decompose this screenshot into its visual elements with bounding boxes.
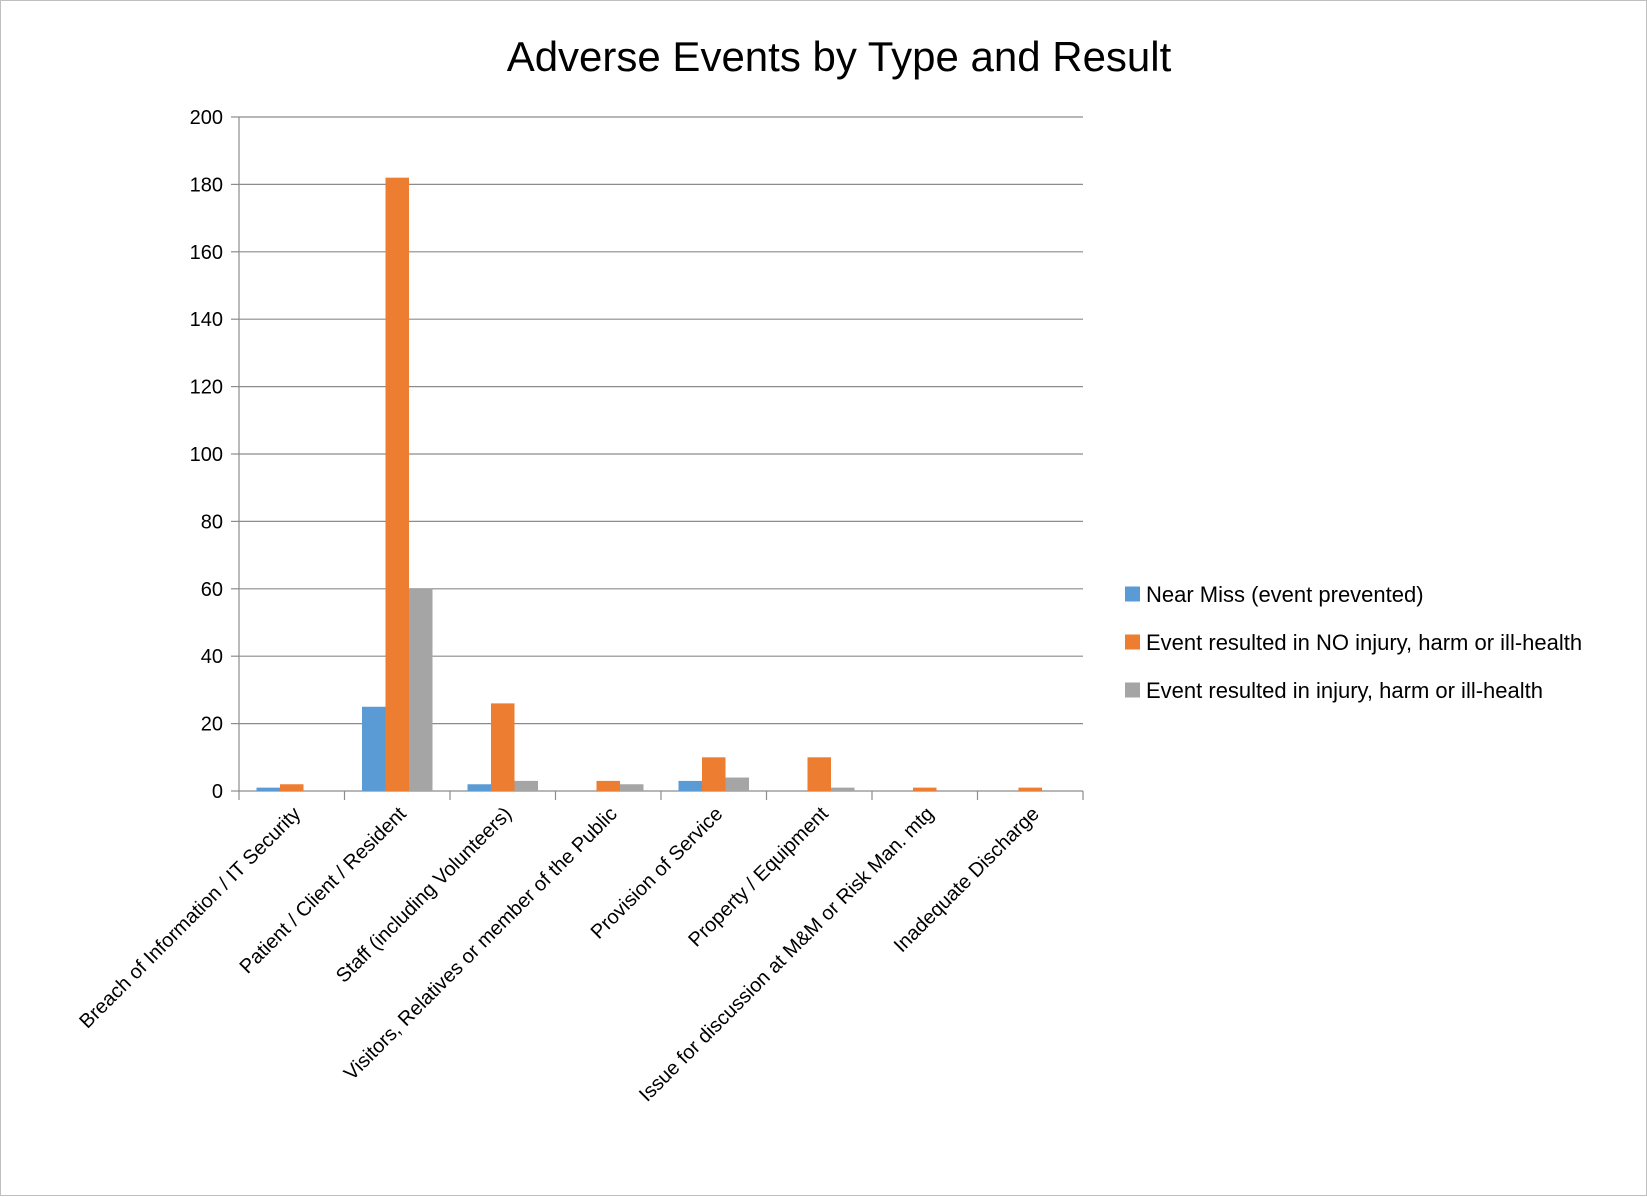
legend-swatch	[1125, 682, 1140, 698]
bar-injury	[725, 777, 749, 791]
y-tick-label: 100	[190, 444, 223, 466]
legend-label: Event resulted in injury, harm or ill-he…	[1146, 678, 1543, 703]
y-tick-label: 80	[201, 511, 223, 533]
y-tick-label: 180	[190, 174, 223, 196]
x-category-label: Patient / Client / Resident	[236, 803, 411, 978]
bar-near-miss	[678, 780, 702, 791]
legend: Near Miss (event prevented) Event resulte…	[1125, 582, 1582, 703]
y-tick-label: 200	[190, 107, 223, 129]
y-tick-labels: 0 20 40 60 80 100 120 140 160 180 200	[190, 107, 223, 803]
bar-near-miss	[467, 784, 491, 791]
legend-label: Event resulted in NO injury, harm or ill…	[1146, 630, 1582, 655]
bar-injury	[831, 787, 855, 791]
legend-label: Near Miss (event prevented)	[1146, 582, 1424, 607]
bar-no-injury	[913, 787, 937, 791]
bar-near-miss	[362, 706, 386, 791]
legend-swatch	[1125, 634, 1140, 650]
y-tick-label: 40	[201, 646, 223, 668]
legend-swatch	[1125, 586, 1140, 602]
bars	[256, 177, 1042, 791]
chart-title: Adverse Events by Type and Result	[507, 33, 1172, 80]
gridlines	[239, 116, 1083, 725]
bar-injury	[620, 784, 644, 791]
bar-near-miss	[256, 787, 280, 791]
y-tick-label: 60	[201, 579, 223, 601]
x-tick-labels: Breach of Information / IT SecurityPatie…	[75, 803, 1043, 1107]
x-category-label: Breach of Information / IT Security	[75, 803, 305, 1033]
axes	[231, 116, 1084, 800]
bar-no-injury	[807, 757, 831, 791]
bar-no-injury	[385, 177, 409, 791]
bar-no-injury	[596, 780, 620, 791]
y-tick-label: 120	[190, 377, 223, 399]
x-category-label: Staff (including Volunteers)	[332, 803, 516, 987]
bar-injury	[514, 780, 538, 791]
y-tick-label: 140	[190, 309, 223, 331]
y-tick-label: 20	[201, 714, 223, 736]
bar-injury	[409, 588, 433, 791]
bar-no-injury	[1018, 787, 1042, 791]
bar-no-injury	[702, 757, 726, 791]
y-tick-label: 160	[190, 242, 223, 264]
bar-no-injury	[280, 784, 304, 791]
bar-no-injury	[491, 703, 515, 791]
y-tick-label: 0	[212, 781, 223, 803]
